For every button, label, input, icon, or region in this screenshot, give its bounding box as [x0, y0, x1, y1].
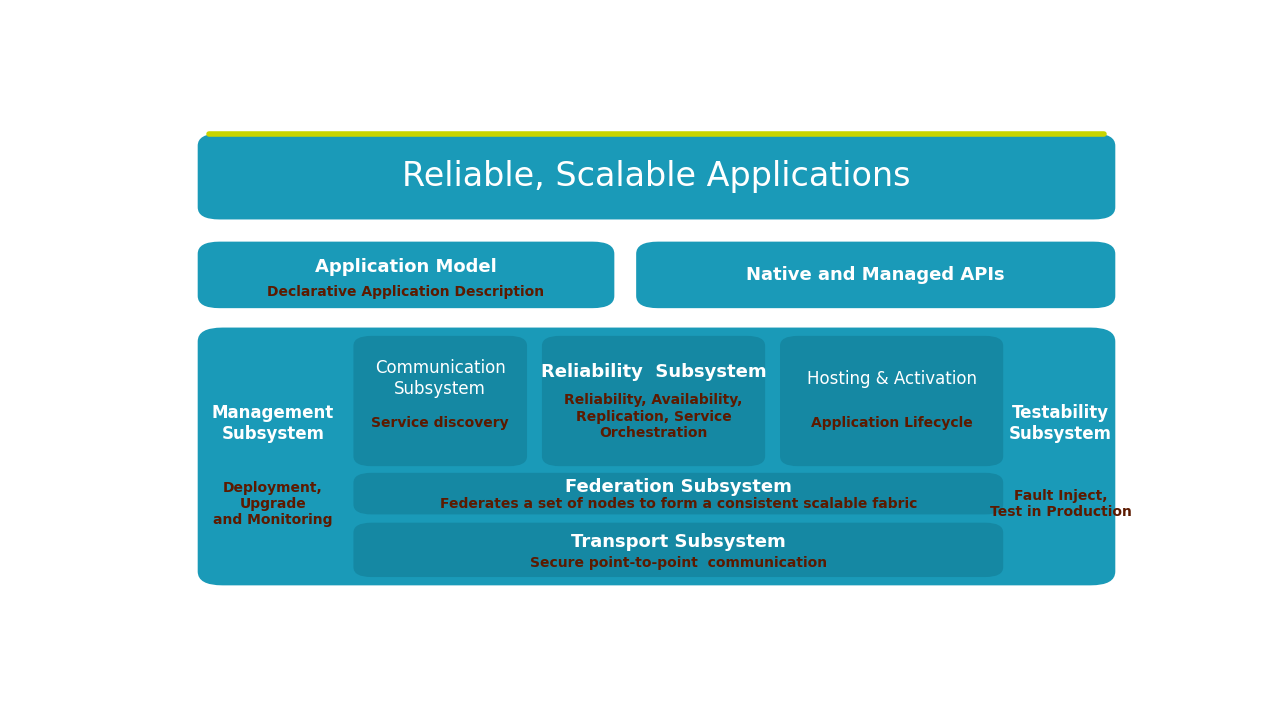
- Text: Reliable, Scalable Applications: Reliable, Scalable Applications: [402, 160, 911, 193]
- Text: Communication
Subsystem: Communication Subsystem: [375, 359, 506, 398]
- Text: Native and Managed APIs: Native and Managed APIs: [746, 266, 1005, 284]
- Text: Transport Subsystem: Transport Subsystem: [571, 533, 786, 551]
- Text: Application Lifecycle: Application Lifecycle: [810, 416, 973, 430]
- FancyBboxPatch shape: [197, 328, 1115, 585]
- Text: Application Model: Application Model: [315, 258, 497, 276]
- Text: Testability
Subsystem: Testability Subsystem: [1009, 404, 1112, 443]
- FancyBboxPatch shape: [197, 242, 614, 308]
- FancyBboxPatch shape: [780, 336, 1004, 466]
- FancyBboxPatch shape: [207, 333, 338, 577]
- Text: Federation Subsystem: Federation Subsystem: [564, 478, 792, 496]
- Text: Secure point-to-point  communication: Secure point-to-point communication: [530, 557, 827, 570]
- Text: Reliability, Availability,
Replication, Service
Orchestration: Reliability, Availability, Replication, …: [564, 393, 742, 440]
- FancyBboxPatch shape: [1015, 333, 1106, 577]
- Text: Fault Inject,
Test in Production: Fault Inject, Test in Production: [989, 489, 1132, 519]
- Text: Hosting & Activation: Hosting & Activation: [806, 370, 977, 388]
- FancyBboxPatch shape: [541, 336, 765, 466]
- Text: Declarative Application Description: Declarative Application Description: [268, 284, 544, 299]
- FancyBboxPatch shape: [353, 473, 1004, 514]
- Text: Reliability  Subsystem: Reliability Subsystem: [540, 364, 767, 382]
- Text: Deployment,
Upgrade
and Monitoring: Deployment, Upgrade and Monitoring: [214, 481, 333, 527]
- Text: Federates a set of nodes to form a consistent scalable fabric: Federates a set of nodes to form a consi…: [439, 497, 916, 511]
- FancyBboxPatch shape: [353, 523, 1004, 577]
- Text: Service discovery: Service discovery: [371, 416, 509, 430]
- FancyBboxPatch shape: [353, 336, 527, 466]
- FancyBboxPatch shape: [197, 133, 1115, 220]
- FancyBboxPatch shape: [636, 242, 1115, 308]
- Text: Management
Subsystem: Management Subsystem: [212, 404, 334, 443]
